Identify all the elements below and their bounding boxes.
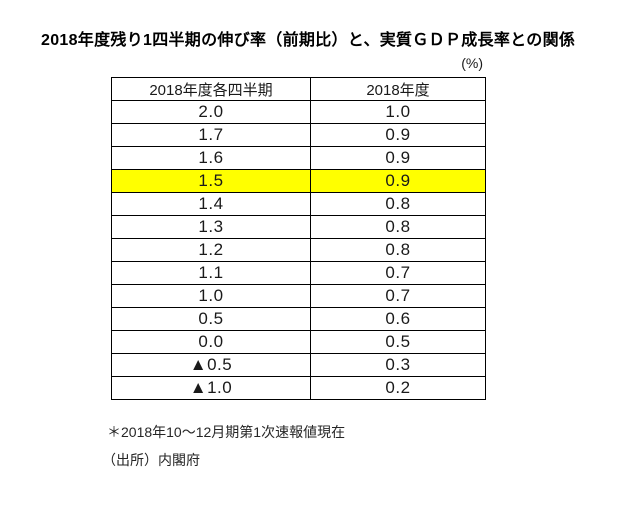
footnote-source: （出所）内閣府	[102, 452, 200, 468]
cell-quarterly-growth: 1.3	[111, 215, 311, 239]
table-row: ▲1.0 0.2	[111, 376, 486, 400]
cell-annual-growth: 0.6	[310, 307, 486, 331]
cell-quarterly-growth: ▲1.0	[111, 376, 311, 400]
table-row: 1.1 0.7	[111, 261, 486, 285]
cell-quarterly-growth: 1.7	[111, 123, 311, 147]
table-row: 1.0 0.7	[111, 284, 486, 308]
col-header-annual: 2018年度	[310, 77, 486, 101]
cell-annual-growth: 0.9	[310, 123, 486, 147]
cell-annual-growth: 0.7	[310, 261, 486, 285]
cell-annual-growth: 0.8	[310, 192, 486, 216]
table-row: 1.4 0.8	[111, 192, 486, 216]
table-row: 0.5 0.6	[111, 307, 486, 331]
cell-quarterly-growth: 1.4	[111, 192, 311, 216]
cell-quarterly-growth: ▲0.5	[111, 353, 311, 377]
cell-quarterly-growth: 1.6	[111, 146, 311, 170]
cell-quarterly-growth: 0.0	[111, 330, 311, 354]
cell-annual-growth: 0.7	[310, 284, 486, 308]
cell-annual-growth: 0.9	[310, 169, 486, 193]
cell-annual-growth: 0.8	[310, 215, 486, 239]
unit-label: (%)	[461, 55, 483, 71]
table-row: ▲0.5 0.3	[111, 353, 486, 377]
table-row: 2.0 1.0	[111, 100, 486, 124]
cell-quarterly-growth: 0.5	[111, 307, 311, 331]
gdp-growth-table: 2018年度各四半期 2018年度 2.0 1.0 1.7 0.9 1.6 0.…	[111, 77, 486, 400]
table-row: 0.0 0.5	[111, 330, 486, 354]
cell-quarterly-growth: 1.0	[111, 284, 311, 308]
cell-annual-growth: 1.0	[310, 100, 486, 124]
cell-annual-growth: 0.9	[310, 146, 486, 170]
table-row: 1.2 0.8	[111, 238, 486, 262]
cell-quarterly-growth: 1.2	[111, 238, 311, 262]
table-header-row: 2018年度各四半期 2018年度	[111, 77, 486, 101]
cell-annual-growth: 0.8	[310, 238, 486, 262]
cell-annual-growth: 0.3	[310, 353, 486, 377]
cell-quarterly-growth: 1.5	[111, 169, 311, 193]
footnote-asof: ＊2018年10～12月期第1次速報値現在	[107, 424, 346, 440]
col-header-quarterly: 2018年度各四半期	[111, 77, 311, 101]
page-title: 2018年度残り1四半期の伸び率（前期比）と、実質ＧＤＰ成長率との関係	[41, 32, 576, 49]
cell-quarterly-growth: 1.1	[111, 261, 311, 285]
cell-annual-growth: 0.2	[310, 376, 486, 400]
table-row: 1.6 0.9	[111, 146, 486, 170]
table-row: 1.7 0.9	[111, 123, 486, 147]
cell-quarterly-growth: 2.0	[111, 100, 311, 124]
cell-annual-growth: 0.5	[310, 330, 486, 354]
table-row-highlighted: 1.5 0.9	[111, 169, 486, 193]
table-row: 1.3 0.8	[111, 215, 486, 239]
